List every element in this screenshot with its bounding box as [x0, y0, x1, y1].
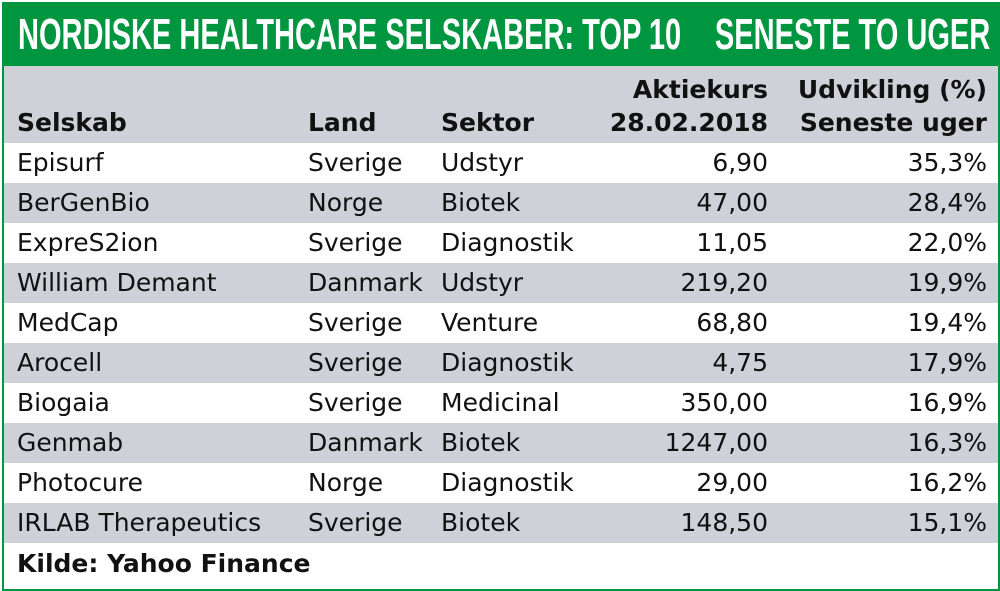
cell-price: 219,20 [680, 268, 768, 297]
cell-sector: Biotek [441, 428, 521, 457]
cell-sector: Diagnostik [441, 228, 574, 257]
cell-change: 16,3% [907, 428, 987, 457]
cell-price: 29,00 [696, 468, 768, 497]
cell-company: BerGenBio [17, 188, 150, 217]
table-row: William Demant Danmark Udstyr 219,20 19,9% [4, 263, 998, 303]
cell-price: 350,00 [680, 388, 768, 417]
table-row: BerGenBio Norge Biotek 47,00 28,4% [4, 183, 998, 223]
cell-sector: Udstyr [441, 148, 524, 177]
cell-country: Sverige [308, 228, 403, 257]
header-price-line1: Aktiekurs [632, 75, 768, 104]
table-row: Genmab Danmark Biotek 1247,00 16,3% [4, 423, 998, 463]
table-subtitle: SENESTE TO UGER [714, 10, 990, 59]
cell-change: 16,2% [907, 468, 987, 497]
cell-sector: Medicinal [441, 388, 560, 417]
cell-company: Episurf [17, 148, 104, 177]
cell-sector: Biotek [441, 188, 521, 217]
table-row: ExpreS2ion Sverige Diagnostik 11,05 22,0% [4, 223, 998, 263]
table-row: MedCap Sverige Venture 68,80 19,4% [4, 303, 998, 343]
table-title: NORDISKE HEALTHCARE SELSKABER: TOP 10 [18, 10, 682, 59]
cell-change: 19,4% [907, 308, 987, 337]
table-row: Arocell Sverige Diagnostik 4,75 17,9% [4, 343, 998, 383]
cell-company: MedCap [17, 308, 119, 337]
cell-sector: Diagnostik [441, 468, 574, 497]
cell-sector: Venture [441, 308, 539, 337]
cell-change: 28,4% [907, 188, 987, 217]
cell-sector: Udstyr [441, 268, 524, 297]
cell-company: Genmab [17, 428, 124, 457]
header-change: Udvikling (%) Seneste uger [798, 73, 987, 139]
cell-company: ExpreS2ion [17, 228, 159, 257]
cell-country: Sverige [308, 388, 403, 417]
cell-price: 148,50 [680, 508, 768, 537]
cell-change: 19,9% [907, 268, 987, 297]
cell-country: Danmark [308, 268, 423, 297]
cell-country: Norge [308, 188, 384, 217]
cell-change: 17,9% [907, 348, 987, 377]
header-company: Selskab [17, 108, 127, 137]
table-row: IRLAB Therapeutics Sverige Biotek 148,50 15,… [4, 503, 998, 543]
cell-country: Sverige [308, 148, 403, 177]
table-row: Photocure Norge Diagnostik 29,00 16,2% [4, 463, 998, 503]
cell-price: 1247,00 [664, 428, 768, 457]
header-price: Aktiekurs 28.02.2018 [610, 73, 768, 139]
header-country: Land [308, 108, 377, 137]
cell-country: Norge [308, 468, 384, 497]
cell-country: Sverige [308, 508, 403, 537]
cell-company: Arocell [17, 348, 103, 377]
cell-price: 47,00 [696, 188, 768, 217]
cell-country: Danmark [308, 428, 423, 457]
cell-sector: Diagnostik [441, 348, 574, 377]
header-price-line2: 28.02.2018 [609, 108, 768, 137]
header-change-line1: Udvikling (%) [797, 75, 987, 104]
cell-company: IRLAB Therapeutics [17, 508, 262, 537]
source-note: Kilde: Yahoo Finance [17, 549, 311, 578]
cell-country: Sverige [308, 348, 403, 377]
cell-price: 68,80 [696, 308, 768, 337]
cell-company: William Demant [17, 268, 217, 297]
cell-change: 22,0% [907, 228, 987, 257]
table-header: Selskab Land Sektor Aktiekurs 28.02.2018 … [4, 66, 998, 143]
cell-price: 6,90 [712, 148, 768, 177]
cell-change: 35,3% [907, 148, 987, 177]
cell-country: Sverige [308, 308, 403, 337]
header-change-line2: Seneste uger [799, 108, 987, 137]
cell-price: 4,75 [712, 348, 768, 377]
table-row: Episurf Sverige Udstyr 6,90 35,3% [4, 143, 998, 183]
cell-change: 16,9% [907, 388, 987, 417]
title-bar: NORDISKE HEALTHCARE SELSKABER: TOP 10 SE… [4, 4, 998, 66]
cell-sector: Biotek [441, 508, 521, 537]
table-row: Biogaia Sverige Medicinal 350,00 16,9% [4, 383, 998, 423]
cell-price: 11,05 [696, 228, 768, 257]
cell-change: 15,1% [907, 508, 987, 537]
cell-company: Photocure [17, 468, 144, 497]
cell-company: Biogaia [17, 388, 110, 417]
header-sector: Sektor [441, 108, 535, 137]
